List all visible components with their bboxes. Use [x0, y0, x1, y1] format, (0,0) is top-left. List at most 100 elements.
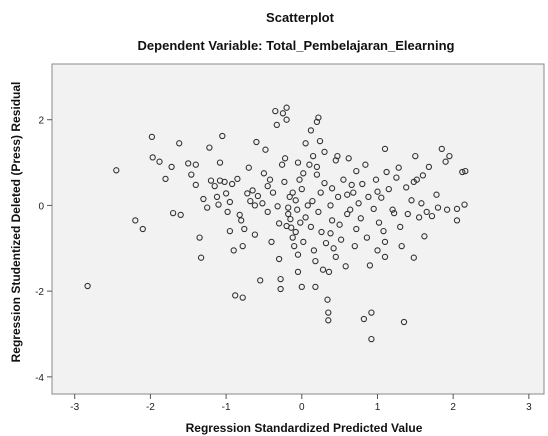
data-point: [315, 208, 322, 216]
data-point: [370, 205, 377, 213]
data-point: [285, 204, 292, 211]
data-point: [294, 268, 302, 276]
data-point: [298, 283, 305, 291]
data-point: [251, 202, 259, 209]
data-point: [378, 194, 385, 201]
data-point: [357, 215, 364, 222]
data-point: [321, 148, 328, 156]
data-point: [192, 181, 199, 189]
data-point: [300, 238, 307, 246]
data-point: [266, 176, 274, 183]
data-point: [404, 210, 411, 218]
data-point: [230, 247, 237, 254]
data-point: [365, 193, 372, 201]
data-point: [353, 225, 360, 233]
data-point: [132, 217, 139, 224]
data-point: [211, 182, 218, 190]
x-axis: -3 -2 -1 0 1 2 3: [70, 394, 532, 413]
data-point: [277, 285, 284, 293]
data-point: [419, 172, 427, 179]
data-point: [336, 221, 343, 228]
data-point: [337, 236, 345, 243]
data-point: [283, 104, 290, 111]
data-point: [319, 266, 327, 273]
data-point: [224, 208, 231, 216]
x-tick-label: 0: [299, 402, 305, 413]
data-point: [312, 283, 319, 291]
data-point: [216, 159, 224, 166]
data-point: [292, 228, 299, 236]
data-point: [207, 177, 215, 184]
y-tick-label: 0: [38, 201, 44, 212]
data-point: [309, 197, 316, 205]
data-point: [156, 158, 163, 165]
data-point: [188, 171, 195, 178]
data-point: [325, 268, 333, 276]
data-point: [393, 174, 400, 181]
data-point: [228, 180, 236, 188]
x-tick-label: -1: [222, 402, 231, 413]
data-point: [113, 167, 120, 174]
data-point: [264, 182, 271, 190]
data-point: [350, 189, 357, 196]
data-point: [302, 214, 309, 221]
data-point: [374, 188, 381, 195]
data-point: [204, 204, 211, 211]
data-point: [389, 206, 396, 213]
data-point: [279, 110, 287, 117]
data-point: [294, 206, 301, 213]
data-point: [274, 203, 281, 210]
chart-title: Scatterplot: [266, 10, 335, 25]
data-point: [324, 296, 331, 303]
data-point: [363, 234, 371, 241]
data-point: [273, 121, 280, 129]
data-point: [251, 231, 259, 238]
data-point: [410, 178, 417, 186]
data-point: [260, 170, 268, 177]
data-point: [297, 219, 304, 226]
data-point: [277, 275, 284, 283]
data-point: [268, 238, 275, 246]
data-point: [328, 217, 336, 224]
data-point: [410, 254, 417, 261]
data-point: [322, 239, 330, 247]
data-point: [453, 217, 461, 224]
data-point: [366, 262, 374, 269]
data-point: [381, 145, 389, 153]
data-point: [368, 335, 375, 343]
data-point: [342, 263, 349, 270]
data-point: [196, 234, 203, 241]
data-point: [281, 178, 288, 186]
data-point: [84, 282, 91, 290]
data-point: [148, 133, 156, 141]
data-point: [286, 193, 293, 201]
plot-area: [51, 63, 545, 395]
y-axis-label: Regression Studentized Deleted (Press) R…: [9, 82, 23, 363]
data-point: [374, 247, 381, 254]
data-point: [192, 161, 199, 168]
data-point: [434, 204, 442, 211]
data-point: [375, 219, 383, 226]
data-point: [344, 210, 351, 218]
data-point: [278, 161, 286, 168]
chart-subtitle: Dependent Variable: Total_Pembelajaran_E…: [138, 38, 455, 53]
data-point: [362, 161, 369, 168]
data-point: [300, 170, 307, 177]
data-point: [281, 155, 289, 162]
data-point: [325, 309, 332, 316]
data-point: [287, 215, 294, 223]
data-point: [176, 140, 183, 147]
y-tick-label: -2: [35, 287, 44, 298]
data-point: [332, 157, 339, 164]
data-point: [325, 317, 332, 324]
y-tick-label: -4: [35, 373, 44, 384]
data-point: [294, 159, 302, 166]
data-point: [310, 247, 318, 254]
data-point: [313, 163, 321, 171]
data-point: [453, 205, 461, 213]
data-point: [254, 192, 262, 200]
data-point: [185, 160, 192, 167]
data-point: [139, 225, 146, 233]
data-point: [318, 228, 325, 236]
data-point: [259, 200, 266, 207]
